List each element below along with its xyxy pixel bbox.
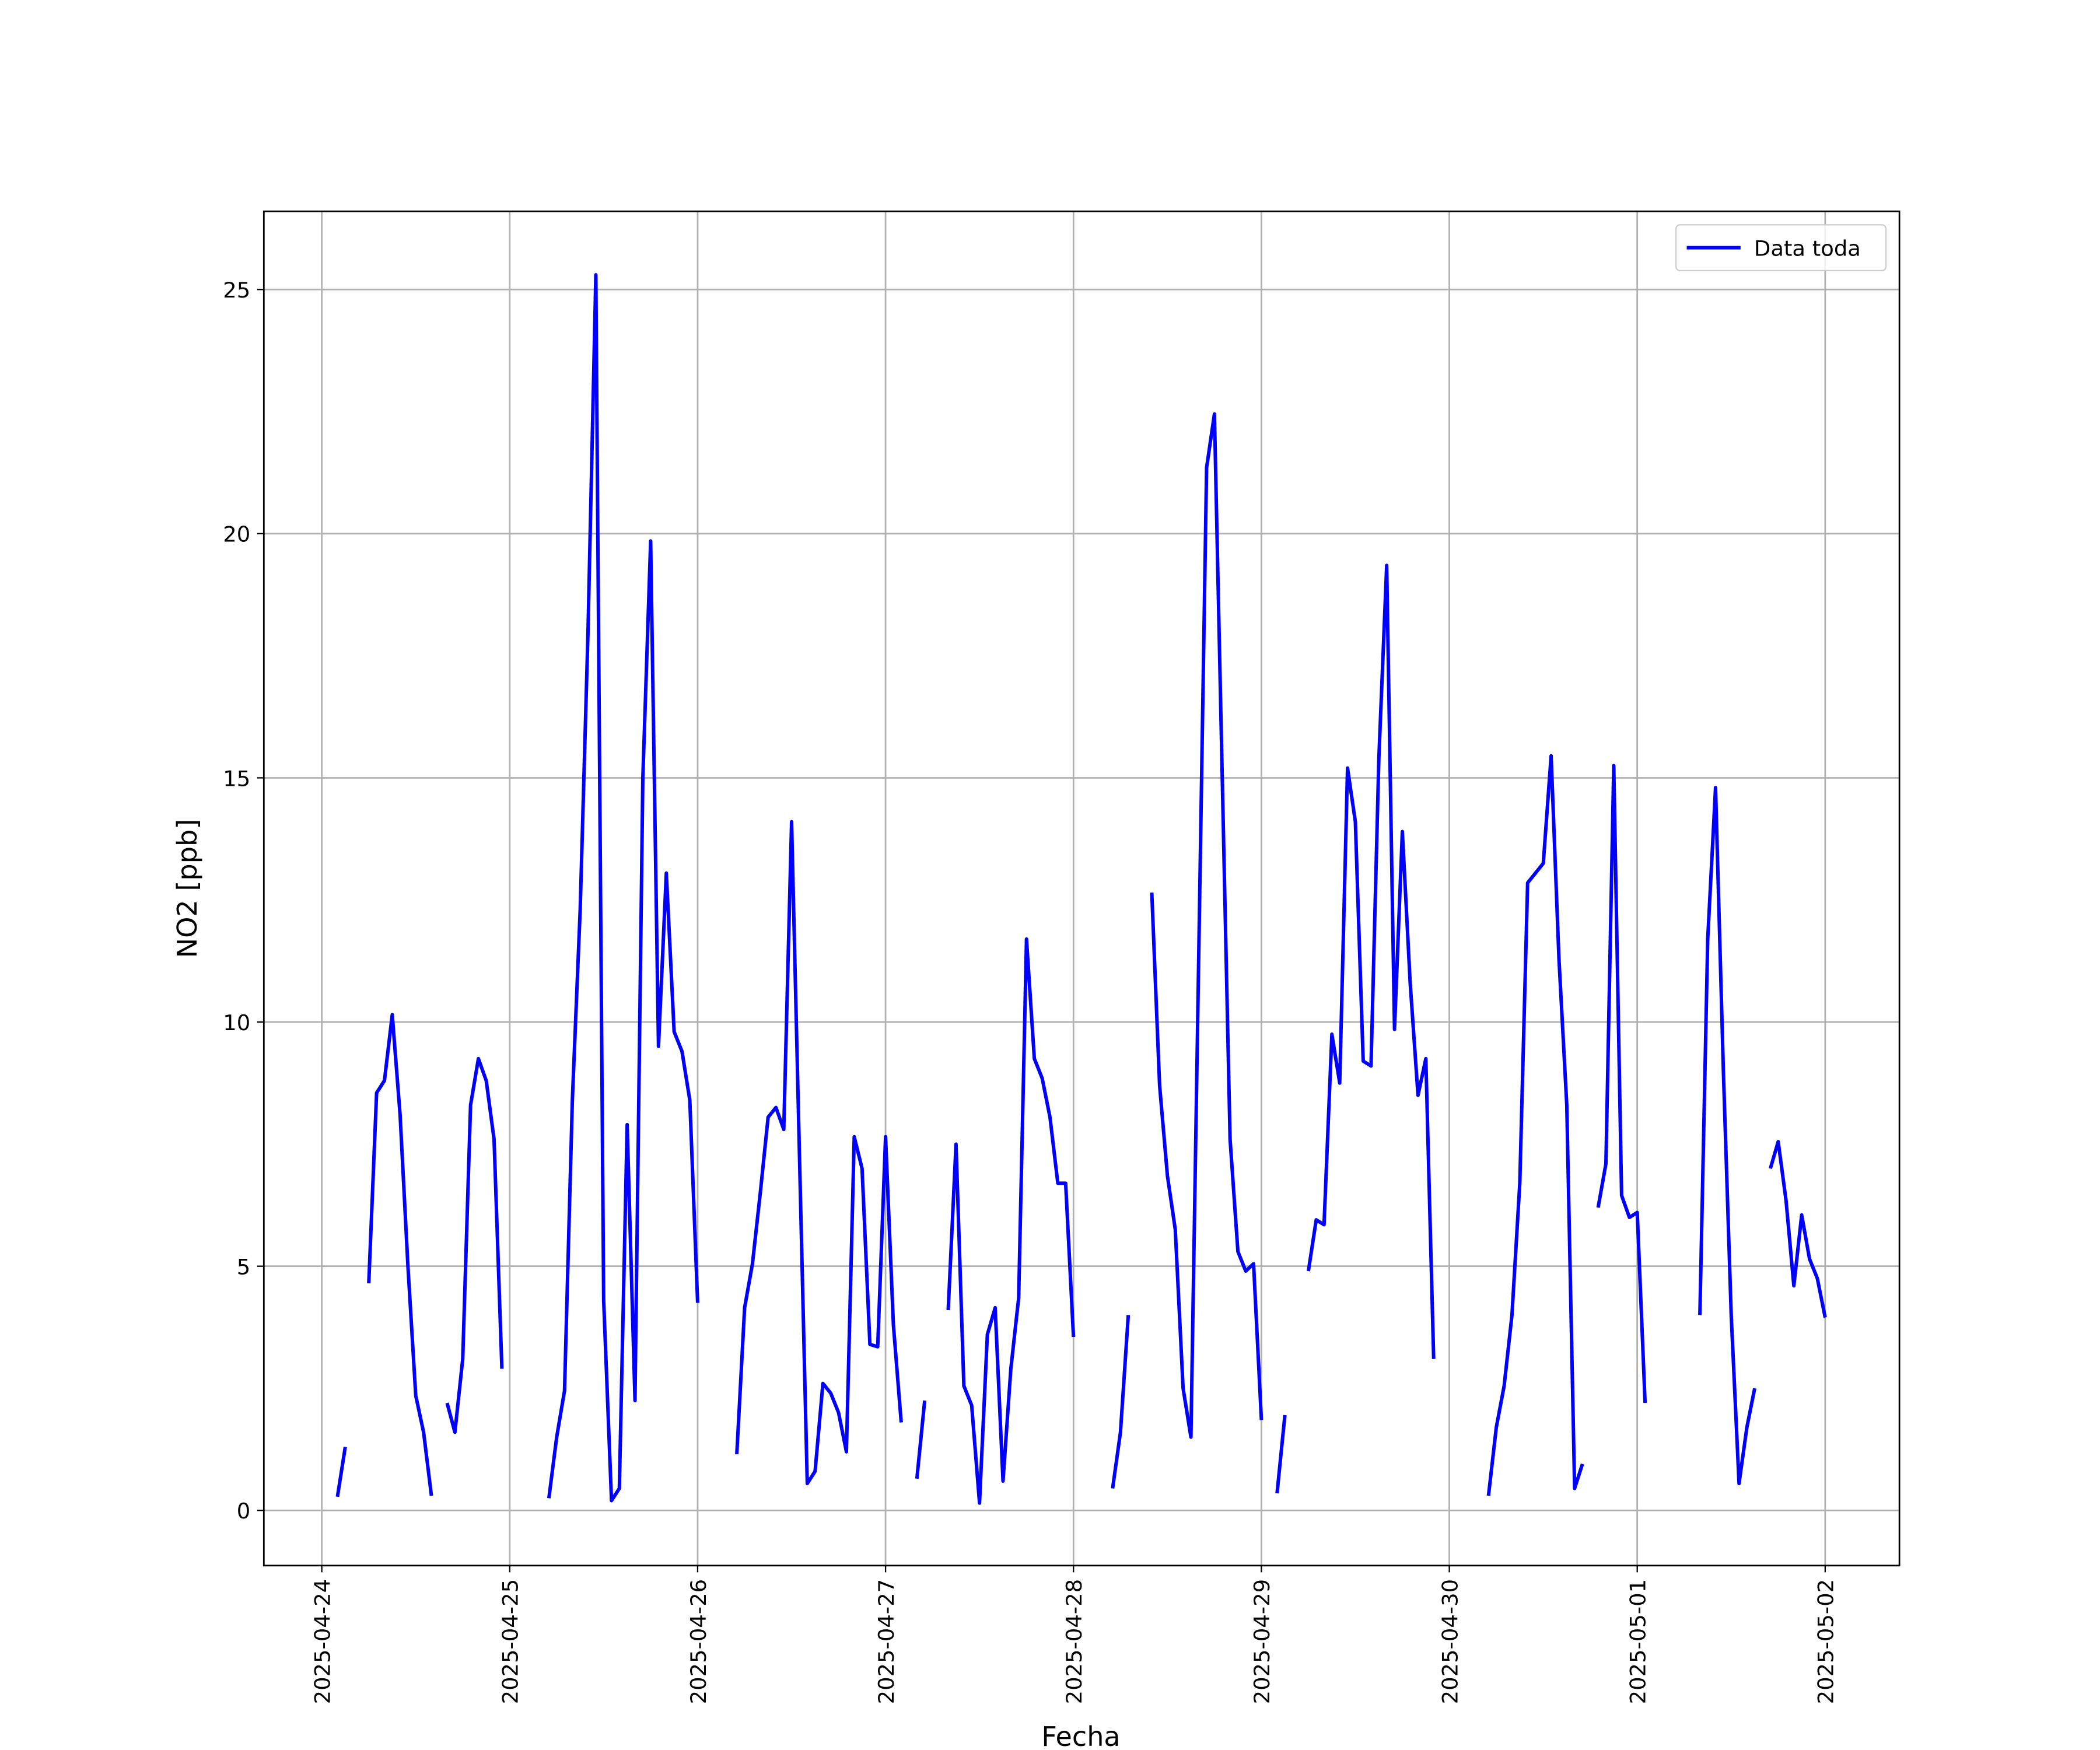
x-tick-label: 2025-05-01 xyxy=(1626,1579,1651,1704)
legend-box xyxy=(1675,224,1887,271)
x-tick-label: 2025-04-28 xyxy=(1062,1579,1087,1704)
y-tick-label: 5 xyxy=(237,1254,250,1279)
y-tick-label: 0 xyxy=(237,1499,250,1524)
y-tick-label: 10 xyxy=(223,1010,250,1035)
x-tick-label: 2025-04-24 xyxy=(310,1579,335,1704)
y-axis-label: NO2 [ppb] xyxy=(172,819,203,958)
data-line xyxy=(335,273,1827,1505)
x-tick-label: 2025-04-27 xyxy=(874,1579,899,1704)
legend-label: Data toda xyxy=(1754,236,1861,261)
x-tick-label: 2025-04-29 xyxy=(1250,1579,1275,1704)
y-tick-label: 20 xyxy=(223,522,250,547)
x-tick-label: 2025-04-30 xyxy=(1437,1579,1462,1704)
y-tick-label: 15 xyxy=(223,766,250,791)
x-tick-label: 2025-05-02 xyxy=(1814,1579,1839,1704)
x-axis-label: Fecha xyxy=(1041,1721,1120,1750)
plot-frame xyxy=(262,210,1901,1567)
x-tick-label: 2025-04-26 xyxy=(686,1579,711,1704)
x-tick-label: 2025-04-25 xyxy=(498,1579,523,1704)
y-tick-label: 25 xyxy=(223,278,250,303)
